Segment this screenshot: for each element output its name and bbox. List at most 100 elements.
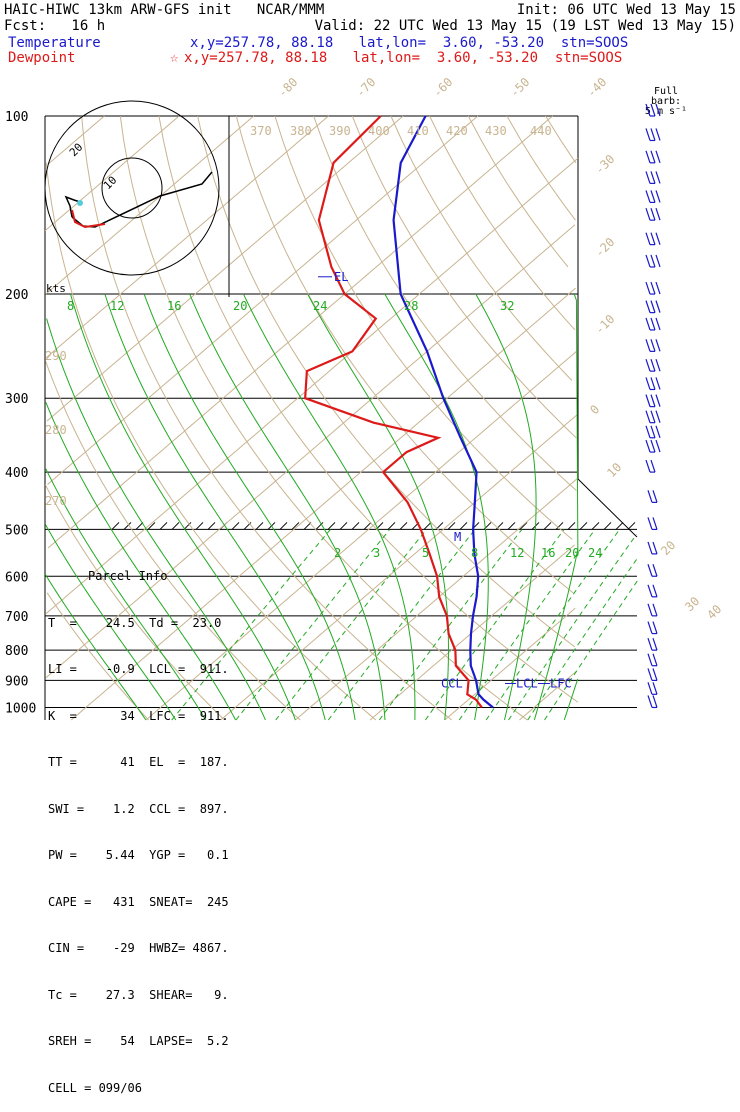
dewpoint-line — [303, 115, 483, 709]
wind-barb-flag — [645, 439, 651, 453]
wind-barb-flag — [647, 637, 653, 651]
wind-barb-flag — [645, 281, 651, 295]
hatch-mark — [135, 522, 144, 530]
dry-adiabat — [44, 484, 225, 721]
dry-adiabat — [45, 361, 301, 721]
isotherm — [44, 157, 579, 615]
dewpoint-station-info: x,y=257.78, 88.18 lat,lon= 3.60, -53.20 … — [184, 50, 623, 66]
hodograph-ring-label: 10 — [101, 174, 120, 193]
hodograph-units: kts — [46, 282, 66, 295]
wind-barbs — [645, 103, 661, 709]
theta-tick-label: 410 — [407, 124, 429, 138]
isotherm — [519, 671, 577, 721]
wind-barb-flag — [650, 150, 656, 164]
hatch-mark — [423, 522, 432, 530]
wind-barb-flag — [645, 358, 651, 372]
mixing-ratio-label: 24 — [313, 299, 327, 313]
temperature-tick-label: -60 — [430, 75, 455, 100]
moist-adiabat — [46, 318, 266, 721]
isotherm — [295, 478, 578, 721]
wind-barb-flag — [647, 564, 653, 577]
wind-barb-flag — [650, 358, 656, 372]
wind-barb-flag — [645, 394, 651, 407]
wind-barb-flag — [655, 281, 661, 295]
ccl-label: CCL — [441, 677, 463, 691]
mixing-ratio-label: 3 — [373, 546, 380, 560]
mixing-ratio-line — [508, 534, 637, 721]
dry-adiabats — [44, 115, 579, 721]
temperature-tick-label: 0 — [587, 402, 602, 417]
hatch-mark — [327, 522, 336, 530]
moist-adiabat — [70, 293, 296, 721]
mixing-ratio-label: 28 — [404, 299, 418, 313]
lcl-label: LCL — [516, 677, 538, 691]
moist-adiabat — [307, 293, 449, 721]
temperature-tick-label: -20 — [592, 235, 617, 260]
parcel-row-tc: Tc = 27.3 SHEAR= 9. — [48, 987, 229, 1002]
wind-barb-flag — [655, 232, 661, 245]
dry-adiabat — [235, 115, 574, 594]
hatch-mark — [447, 522, 456, 530]
hatch-mark — [495, 522, 504, 530]
wind-barb-flag — [655, 394, 661, 407]
moist-adiabat — [384, 293, 489, 721]
wind-barb-flag — [652, 490, 658, 503]
wind-barb-flag — [652, 603, 658, 617]
hatch-mark — [615, 522, 624, 530]
hatch-mark — [363, 522, 372, 530]
wind-barb-flag — [652, 517, 658, 530]
isotherm — [47, 115, 105, 165]
temperature-tick-label: -40 — [584, 75, 609, 100]
dry-adiabat — [45, 162, 377, 721]
pressure-label: 900 — [5, 674, 28, 689]
hatch-mark — [555, 522, 564, 530]
hatch-mark — [519, 522, 528, 530]
wind-barb-flag — [652, 695, 658, 708]
valid-time: Valid: 22 UTC Wed 13 May 15 (19 LST Wed … — [314, 18, 736, 34]
wind-barb-flag — [652, 637, 658, 651]
hatch-mark — [399, 522, 408, 530]
theta-tick-label: 290 — [45, 349, 67, 363]
mixing-ratio-label: 16 — [167, 299, 181, 313]
dry-adiabat — [46, 592, 150, 721]
theta-tick-label: 400 — [368, 124, 390, 138]
wind-barb-flag — [645, 150, 651, 164]
hatch-mark — [111, 522, 120, 530]
wind-barb-flag — [655, 317, 661, 331]
mixing-ratio-line — [235, 529, 391, 721]
wind-barb-flag — [650, 300, 656, 313]
parcel-row-li: LI = -0.9 LCL = 911. — [48, 662, 229, 676]
hatch-mark — [255, 522, 264, 530]
hodograph-low-level-trace — [71, 209, 106, 229]
temperature-tick-label: -80 — [275, 75, 300, 100]
parcel-row-t: T = 24.5 Td = 23.0 — [48, 615, 222, 630]
wind-barb-flag — [647, 584, 653, 598]
dry-adiabat — [545, 115, 577, 164]
frame-step — [577, 478, 638, 538]
mixing-ratio-line — [458, 529, 596, 721]
isotherm — [369, 544, 575, 721]
mixing-ratio-line — [527, 558, 638, 721]
hatch-mark — [351, 522, 360, 530]
wind-barb-flag — [650, 425, 656, 438]
hodograph-trace — [64, 195, 81, 218]
wind-barb-flag — [647, 490, 653, 503]
parcel-row-pw: PW = 5.44 YGP = 0.1 — [48, 848, 229, 862]
hatch-mark — [207, 522, 216, 530]
wind-barb-flag — [650, 190, 656, 203]
mixing-ratio-label: 2 — [334, 546, 341, 560]
wind-barb-flag — [650, 317, 656, 331]
mixing-ratio-label: 32 — [500, 299, 514, 313]
dry-adiabat — [158, 115, 579, 703]
wind-barb-flag — [655, 128, 661, 141]
wind-barb-flag — [652, 682, 658, 695]
wind-barb-flag — [655, 377, 661, 390]
wind-barb-flag — [655, 300, 661, 313]
parcel-row-swi: SWI = 1.2 CCL = 897. — [48, 801, 229, 816]
wind-barb-flag — [645, 300, 651, 313]
wind-barb-flag — [650, 339, 656, 352]
parcel-row-cape: CAPE = 431 SNEAT= 245 — [48, 894, 229, 909]
theta-tick-label: 440 — [530, 124, 552, 138]
moist-adiabat — [189, 293, 386, 721]
theta-tick-label: 270 — [45, 494, 67, 508]
